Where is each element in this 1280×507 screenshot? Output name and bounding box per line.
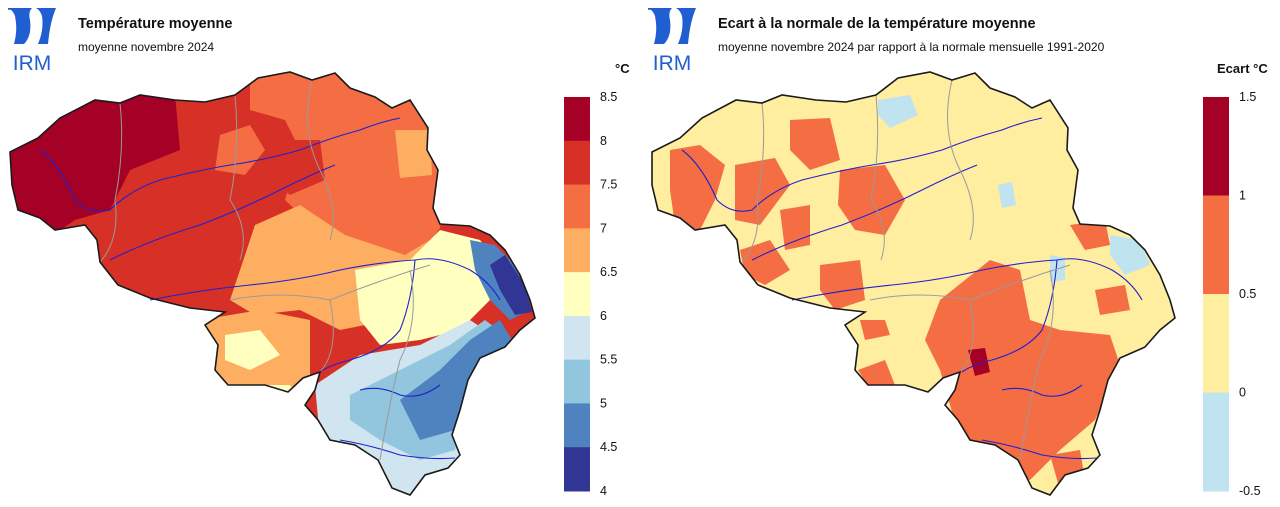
legend-tick-label: 0.5: [1239, 287, 1256, 301]
anomaly-map: 1.5 1 0.5 0 -0.5: [651, 71, 1261, 498]
legend-tick-label: 0: [1239, 386, 1246, 400]
legend-swatch: [564, 184, 590, 229]
logo-text: IRM: [13, 52, 52, 74]
legend-swatch: [564, 403, 590, 448]
legend-tick-label: 7.5: [600, 178, 617, 192]
legend-swatch: [564, 447, 590, 492]
legend-swatch: [1203, 97, 1229, 196]
legend-tick-label: 6: [600, 309, 607, 323]
map-subtitle: moyenne novembre 2024 par rapport à la n…: [718, 40, 1105, 54]
hot-spot: [968, 348, 990, 376]
map-title: Ecart à la normale de la température moy…: [718, 16, 1036, 32]
zone-background: [652, 72, 1175, 495]
legend-swatch: [564, 272, 590, 317]
warm-patch: [670, 145, 725, 230]
legend-swatch: [564, 228, 590, 273]
temperature-map: 8.5 8 7.5 7 6.5 6 5.5 5 4.5 4: [9, 71, 617, 498]
province-borders: [741, 79, 1071, 461]
rivers: [39, 117, 501, 460]
zone-ardennes-edge: [225, 330, 280, 370]
irm-logo: IRM: [8, 8, 56, 74]
legend-tick-label: 4.5: [600, 440, 617, 454]
legend-tick-label: 5: [600, 396, 607, 410]
zone-high-fens: [490, 255, 532, 315]
legend-swatch: [564, 315, 590, 361]
legend-unit: °C: [615, 61, 630, 76]
legend-swatch: [564, 359, 590, 404]
temperature-anomaly-panel: IRM Ecart à la normale de la température…: [640, 0, 1280, 507]
legend-unit: Ecart °C: [1217, 61, 1268, 76]
map-title: Température moyenne: [78, 16, 233, 32]
legend-tick-label: 1.5: [1239, 90, 1256, 104]
legend-tick-label: 7: [600, 221, 607, 235]
legend-swatch: [564, 140, 590, 186]
legend-tick-label: 8.5: [600, 90, 617, 104]
logo-text: IRM: [653, 52, 692, 74]
legend-tick-label: 5.5: [600, 353, 617, 367]
cool-patch: [878, 95, 918, 128]
legend-tick-label: 4: [600, 484, 607, 498]
irm-logo: IRM: [648, 8, 696, 74]
province-borders: [99, 79, 431, 461]
legend-swatch: [1203, 294, 1229, 393]
legend-swatch: [1203, 195, 1229, 295]
legend-colorbar: 8.5 8 7.5 7 6.5 6 5.5 5 4.5 4: [564, 90, 617, 498]
legend-swatch: [564, 97, 590, 142]
mean-temperature-panel: IRM Température moyenne moyenne novembre…: [8, 8, 630, 498]
legend-tick-label: 8: [600, 134, 607, 148]
legend-tick-label: -0.5: [1239, 484, 1261, 498]
legend-swatch: [1203, 392, 1229, 492]
map-subtitle: moyenne novembre 2024: [78, 40, 215, 54]
rivers: [681, 117, 1143, 460]
legend-tick-label: 6.5: [600, 265, 617, 279]
legend-tick-label: 1: [1239, 189, 1246, 203]
legend-colorbar: 1.5 1 0.5 0 -0.5: [1203, 90, 1261, 498]
